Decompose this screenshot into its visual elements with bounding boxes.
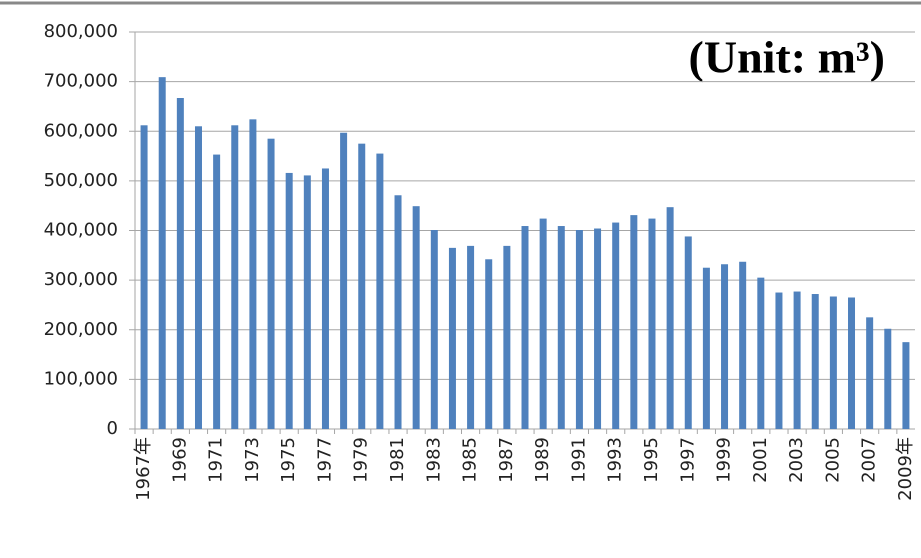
bar: [848, 297, 856, 429]
bar: [684, 236, 692, 429]
bar: [739, 261, 747, 429]
bar: [648, 218, 656, 429]
x-tick-label: 1999: [714, 437, 735, 483]
x-tick-label: 1995: [641, 437, 662, 483]
bar: [757, 277, 765, 429]
bar: [702, 267, 710, 429]
x-tick-label: 1967年: [133, 437, 154, 501]
bar: [140, 125, 148, 430]
y-tick-label: 0: [107, 418, 118, 439]
bar: [793, 291, 801, 429]
bar: [829, 296, 837, 429]
x-tick-label: 1987: [496, 437, 517, 483]
bar: [285, 172, 293, 429]
bar: [321, 168, 329, 429]
x-tick-label: 2001: [750, 437, 771, 483]
y-tick-label: 400,000: [44, 220, 118, 241]
x-tick-label: 1983: [423, 437, 444, 483]
bar: [775, 292, 783, 429]
bar: [376, 153, 384, 430]
x-tick-label: 1977: [314, 437, 335, 483]
x-tick-label: 1969: [169, 437, 190, 483]
bar: [340, 132, 348, 429]
bar: [448, 247, 456, 429]
bar: [485, 259, 493, 429]
x-tick-label: 1973: [242, 437, 263, 483]
x-tick-label: 1975: [278, 437, 299, 483]
bar: [866, 317, 874, 429]
bar: [176, 98, 184, 429]
bar: [467, 245, 475, 429]
bar: [884, 328, 892, 429]
y-tick-label: 300,000: [44, 269, 118, 290]
bar: [249, 119, 257, 429]
bar: [213, 154, 221, 430]
x-tick-label: 1989: [532, 437, 553, 483]
bar: [430, 230, 438, 429]
y-tick-label: 800,000: [44, 21, 118, 42]
bar: [630, 215, 638, 429]
bar: [539, 218, 547, 429]
chart-title: (Unit: m³): [689, 32, 885, 83]
x-tick-label: 2005: [822, 437, 843, 483]
bar: [594, 228, 602, 429]
bar: [412, 206, 420, 429]
bar: [503, 245, 511, 429]
bar: [575, 230, 583, 429]
bar: [267, 138, 275, 429]
bar: [557, 226, 565, 429]
bar: [612, 222, 620, 429]
bar: [194, 126, 202, 429]
bar: [902, 342, 910, 429]
x-tick-label: 1993: [605, 437, 626, 483]
x-tick-label: 2007: [859, 437, 880, 483]
y-tick-label: 700,000: [44, 71, 118, 92]
x-tick-label: 1971: [206, 437, 227, 483]
x-tick-label: 2003: [786, 437, 807, 483]
y-tick-label: 500,000: [44, 170, 118, 191]
bar: [721, 264, 729, 429]
bar: [811, 294, 819, 429]
y-tick-label: 100,000: [44, 368, 118, 389]
x-tick-label: 1981: [387, 437, 408, 483]
x-tick-label: 1997: [677, 437, 698, 483]
y-tick-label: 200,000: [44, 319, 118, 340]
x-tick-label: 2009年: [895, 437, 916, 501]
y-tick-label: 600,000: [44, 120, 118, 141]
x-tick-label: 1979: [351, 437, 372, 483]
bar: [394, 195, 402, 429]
x-tick-label: 1985: [460, 437, 481, 483]
bar: [231, 125, 239, 430]
bar: [358, 143, 366, 429]
bar: [303, 175, 311, 429]
bar: [158, 77, 166, 429]
x-tick-label: 1991: [568, 437, 589, 483]
bar: [666, 207, 674, 429]
bar: [521, 226, 529, 429]
